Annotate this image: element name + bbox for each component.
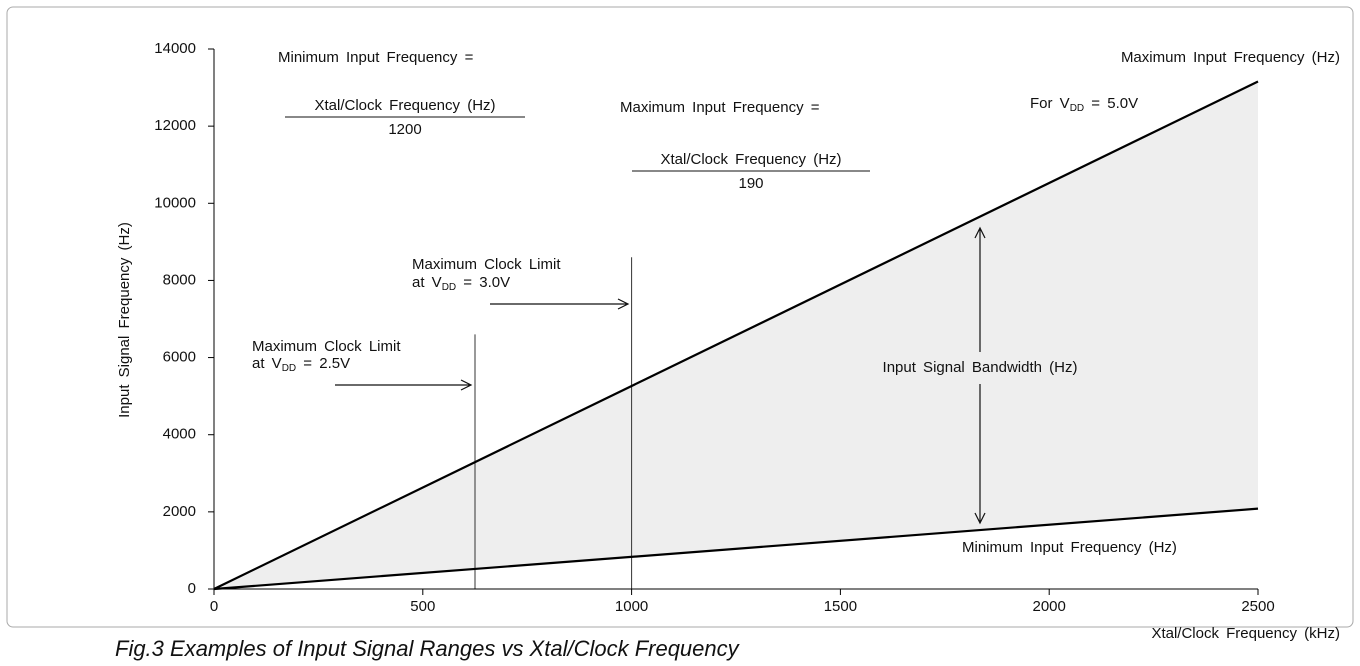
y-tick-label: 12000 (154, 117, 196, 134)
y-tick-label: 4000 (163, 426, 196, 443)
x-tick-label: 1000 (615, 598, 648, 615)
limit-title: Maximum Clock Limit (412, 256, 561, 273)
x-axis-label: Xtal/Clock Frequency (kHz) (1151, 625, 1340, 642)
max-formula: Maximum Input Frequency = (620, 99, 820, 116)
frame (6, 6, 1354, 628)
note-text: at V (412, 274, 442, 291)
note-text: = 5.0V (1084, 95, 1138, 112)
y-tick-label: 8000 (163, 271, 196, 288)
subscript: DD (442, 282, 456, 293)
note-text: at V (252, 355, 282, 372)
x-tick-label: 500 (410, 598, 435, 615)
x-tick-label: 2000 (1033, 598, 1066, 615)
y-tick-label: 0 (188, 580, 196, 597)
plot: 0 2000 4000 6000 8000 10000 12000 14000 0 500 1000… (154, 40, 1274, 615)
arrow (335, 379, 473, 391)
vdd-note: For VDD = 5.0V (1030, 95, 1138, 114)
caption: Fig.3 Examples of Input Signal Ranges vs… (115, 636, 741, 661)
limit-title: Maximum Clock Limit (252, 338, 401, 355)
y-tick-label: 6000 (163, 349, 196, 366)
y-axis-label: Input Signal Frequency (Hz) (116, 222, 133, 418)
max-line-label: Maximum Input Frequency (Hz) (1121, 49, 1340, 66)
series-line (213, 80, 1259, 590)
y-tick-label: 2000 (163, 503, 196, 520)
min-line-label: Minimum Input Frequency (Hz) (962, 539, 1177, 556)
limit-note: at VDD = 3.0V (412, 274, 510, 293)
min-numerator: Xtal/Clock Frequency (Hz) (314, 97, 495, 114)
x-tick-label: 2500 (1241, 598, 1274, 615)
min-denominator: 1200 (388, 121, 421, 138)
bandwidth-label: Input Signal Bandwidth (Hz) (883, 359, 1078, 376)
min-formula: Minimum Input Frequency = (278, 49, 474, 66)
subscript: DD (282, 363, 296, 374)
note-text: = 3.0V (456, 274, 510, 291)
series-line (213, 507, 1259, 591)
y-tick-label: 10000 (154, 194, 196, 211)
y-tick-label: 14000 (154, 40, 196, 57)
x-tick-label: 1500 (824, 598, 857, 615)
limit-note: at VDD = 2.5V (252, 355, 350, 374)
subscript: DD (1070, 103, 1084, 114)
note-text: = 2.5V (296, 355, 350, 372)
x-tick-label: 0 (210, 598, 218, 615)
arrow (974, 226, 986, 525)
note-text: For V (1030, 95, 1070, 112)
max-denominator: 190 (738, 175, 763, 192)
arrow (490, 298, 630, 310)
max-numerator: Xtal/Clock Frequency (Hz) (660, 151, 841, 168)
